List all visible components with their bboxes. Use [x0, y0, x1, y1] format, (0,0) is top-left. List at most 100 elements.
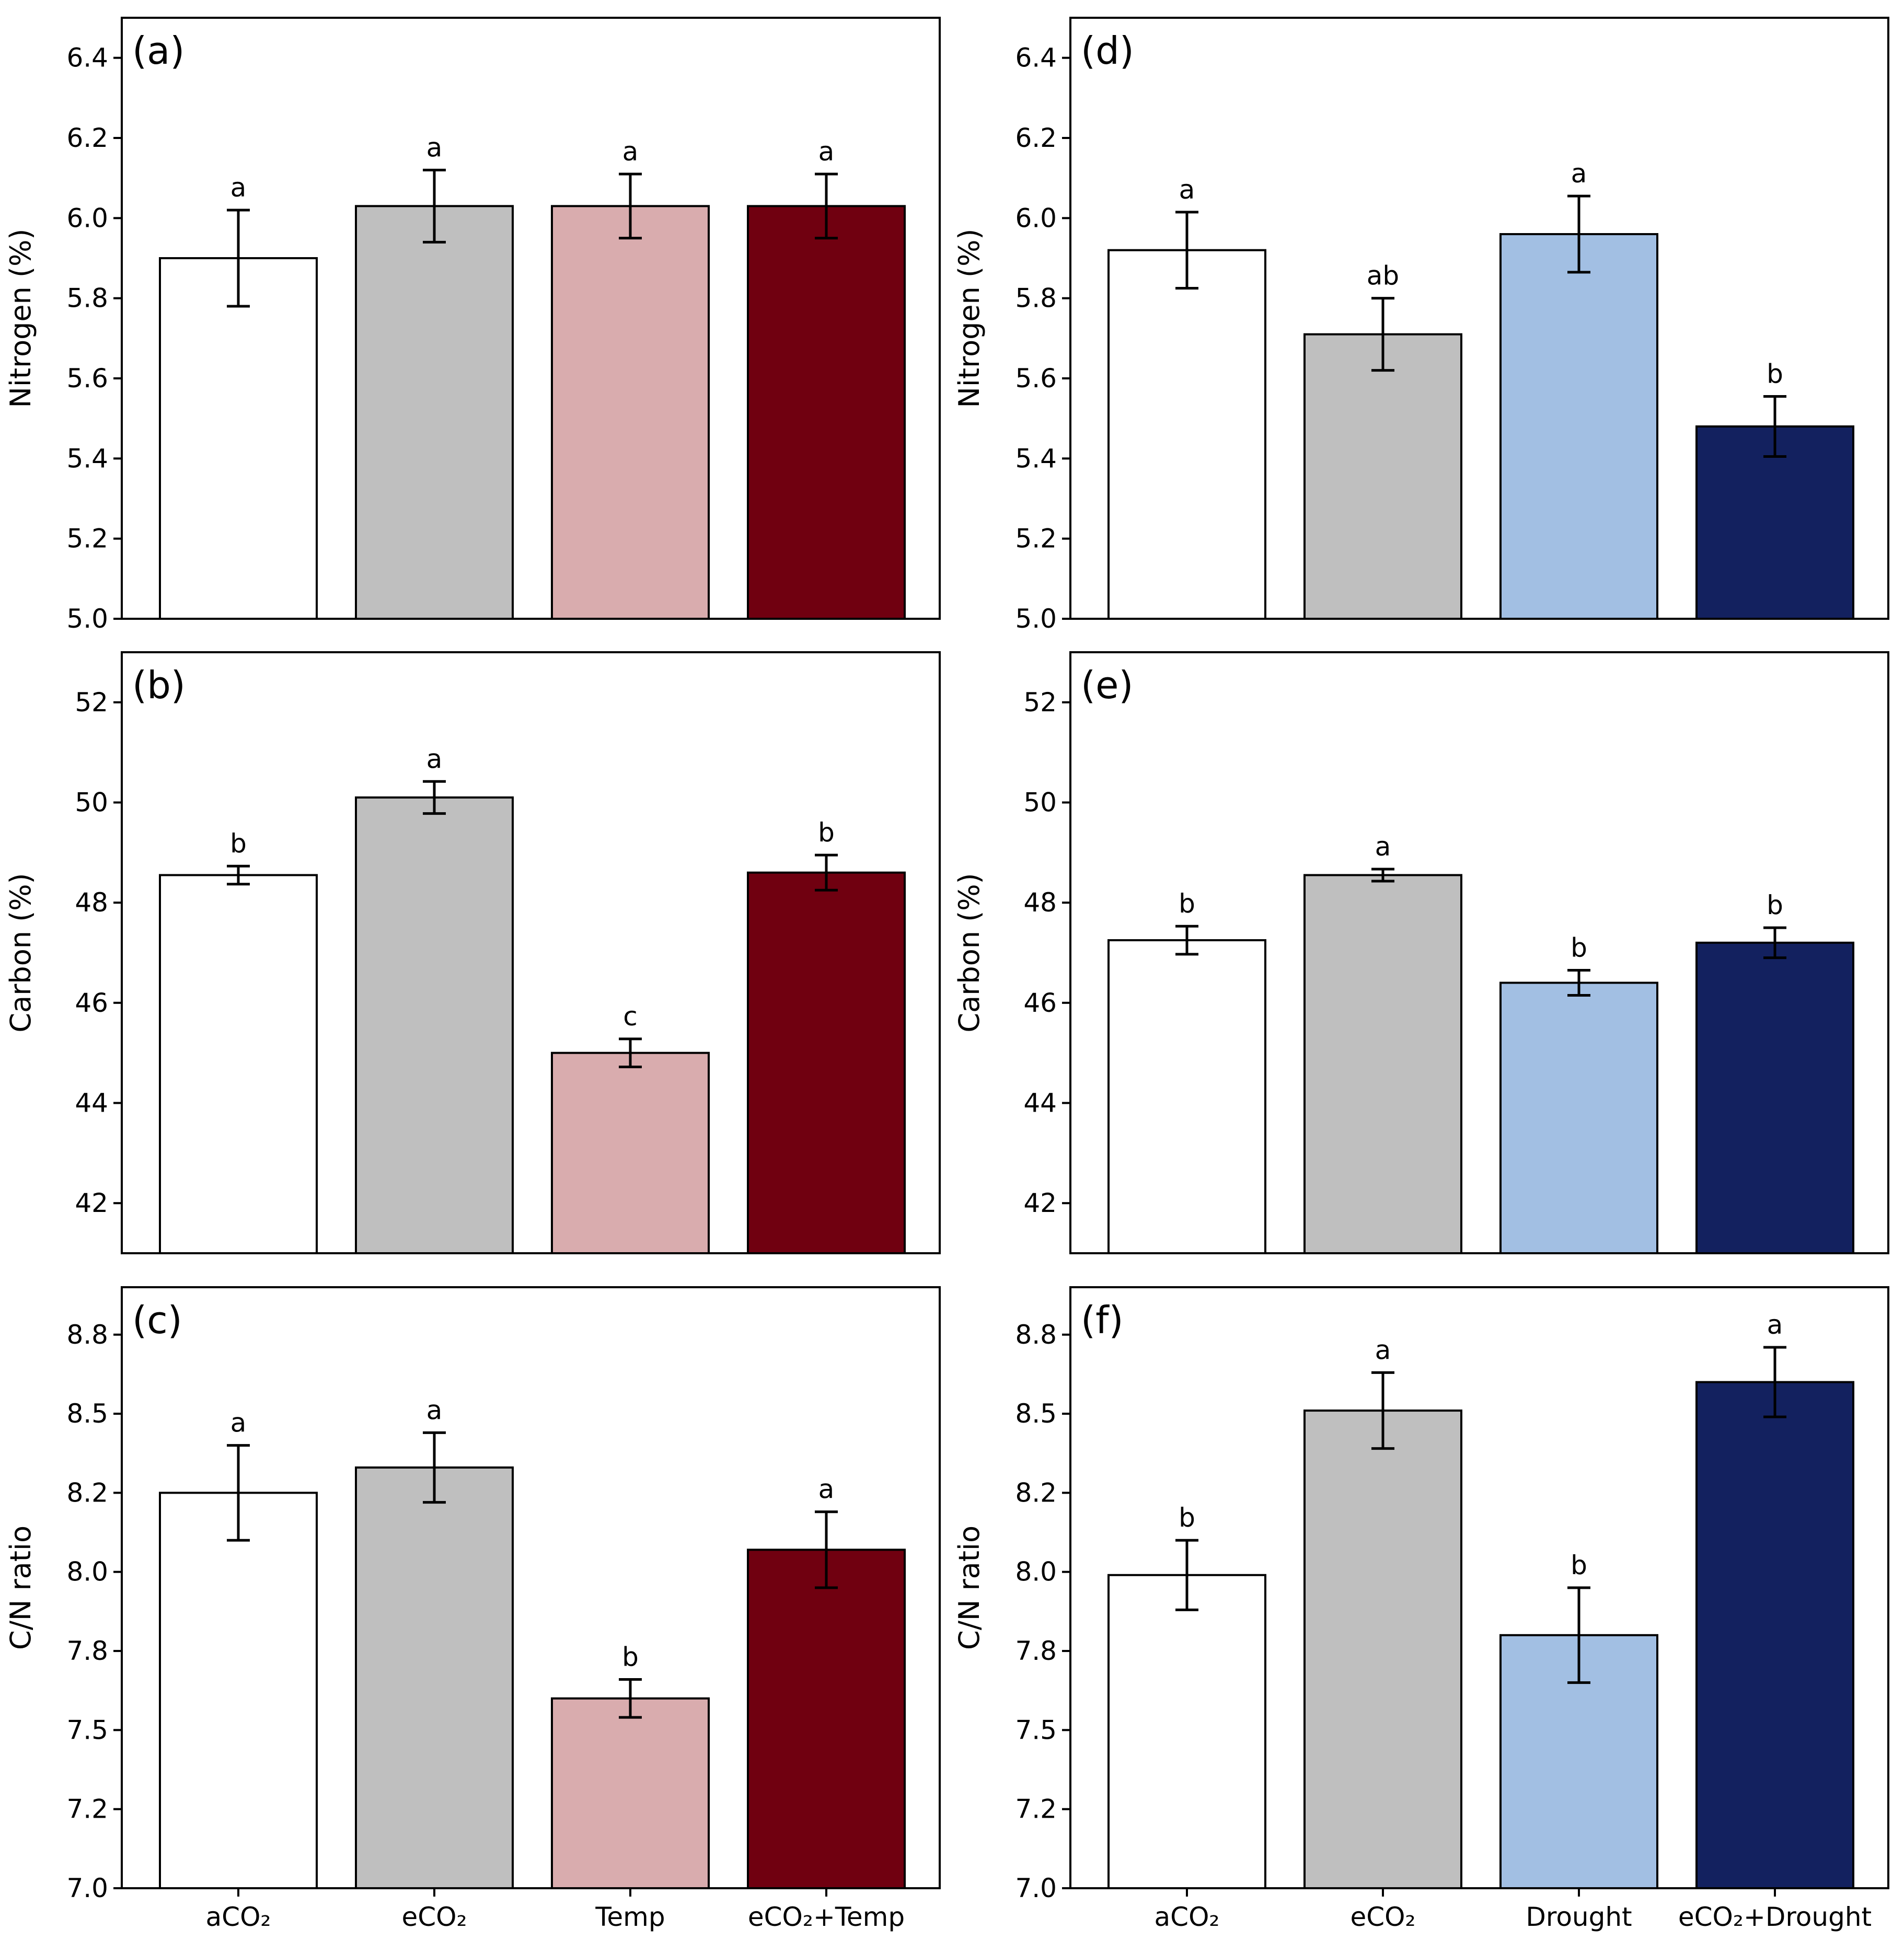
y-axis-label: C/N ratio: [4, 1526, 37, 1650]
category-label: Drought: [1526, 1902, 1632, 1932]
bar: [1695, 941, 1854, 1255]
y-tick-label: 7.2: [66, 1794, 108, 1824]
significance-letter: b: [622, 1642, 639, 1672]
plot-frame: [121, 17, 941, 620]
significance-letter: a: [1571, 158, 1587, 189]
category-label: eCO₂: [401, 1902, 467, 1932]
bar: [747, 205, 906, 620]
y-axis-label: Nitrogen (%): [953, 229, 986, 408]
significance-letter: b: [1767, 890, 1783, 920]
significance-letter: a: [1375, 831, 1391, 862]
panel-label: (e): [1081, 663, 1133, 707]
y-tick-label: 7.5: [66, 1715, 108, 1745]
significance-letter: a: [818, 1474, 835, 1505]
bar: [1499, 981, 1658, 1254]
category-label: eCO₂+Drought: [1678, 1902, 1872, 1932]
y-tick-label: 46: [1023, 988, 1057, 1018]
y-tick-label: 46: [75, 988, 108, 1018]
y-axis-label: C/N ratio: [953, 1526, 986, 1650]
category-label: aCO₂: [206, 1902, 271, 1932]
category-label: aCO₂: [1155, 1902, 1220, 1932]
panel-e: b a b b 42 44 46 48 50 52 Carbon (%) (e): [953, 651, 1889, 1255]
plot-frame: [1069, 17, 1889, 620]
y-tick-label: 5.8: [1015, 283, 1057, 314]
significance-letter: b: [1571, 933, 1587, 963]
bar: [159, 1492, 318, 1890]
significance-letter: b: [1571, 1550, 1587, 1580]
category-label: Temp: [595, 1902, 665, 1932]
panel-label: (c): [132, 1298, 182, 1342]
plot-frame: [121, 651, 941, 1254]
bar: [1499, 233, 1658, 620]
significance-letter: b: [1179, 888, 1195, 919]
y-tick-label: 6.4: [66, 43, 108, 73]
y-tick-label: 52: [1023, 687, 1057, 718]
plot-frame: [1069, 651, 1889, 1254]
significance-letter: a: [230, 172, 247, 203]
y-tick-label: 8.0: [1015, 1557, 1057, 1587]
y-tick-label: 44: [1023, 1088, 1057, 1118]
plot-frame: [121, 1286, 941, 1889]
y-axis-label: Carbon (%): [4, 873, 37, 1032]
category-label: eCO₂: [1350, 1902, 1415, 1932]
y-tick-label: 52: [75, 687, 108, 718]
bar: [1303, 1409, 1462, 1890]
bar: [1107, 1574, 1266, 1890]
panel-label: (a): [132, 29, 184, 73]
y-tick-label: 8.5: [66, 1399, 108, 1429]
significance-letter: b: [230, 828, 247, 859]
y-tick-label: 7.8: [1015, 1636, 1057, 1666]
significance-letter: b: [818, 817, 835, 848]
bar: [159, 874, 318, 1255]
bar: [551, 1052, 710, 1254]
significance-letter: ab: [1367, 261, 1399, 291]
y-tick-label: 8.0: [66, 1557, 108, 1587]
y-tick-label: 42: [75, 1188, 108, 1218]
y-tick-label: 5.4: [66, 443, 108, 473]
y-tick-label: 5.2: [1015, 524, 1057, 554]
y-tick-label: 7.8: [66, 1636, 108, 1666]
significance-letter: a: [1375, 1335, 1391, 1365]
y-tick-label: 5.0: [1015, 604, 1057, 634]
y-tick-label: 8.8: [1015, 1320, 1057, 1350]
panel-f: b aCO₂ a eCO₂ b Drought a eCO₂+Drought 7.0 7.2 7.5…: [953, 1286, 1889, 1932]
panel-a: a a a a 5.0 5.2 5.4 5.6 5.8 6.0 6.2 6.4 Nitrogen (%)…: [4, 17, 941, 634]
significance-letter: a: [426, 1395, 443, 1425]
y-tick-label: 6.2: [1015, 123, 1057, 153]
bar: [747, 1549, 906, 1889]
significance-letter: b: [1179, 1503, 1195, 1533]
y-axis-label: Nitrogen (%): [4, 229, 37, 408]
panel-c: a aCO₂ a eCO₂ b Temp a eCO₂+Temp 7.0 7.2 7.5 7.8 8.0…: [4, 1286, 941, 1932]
significance-letter: a: [426, 132, 443, 163]
bar: [1303, 874, 1462, 1255]
y-tick-label: 5.4: [1015, 443, 1057, 473]
panel-label: (f): [1081, 1298, 1124, 1342]
y-tick-label: 42: [1023, 1188, 1057, 1218]
y-tick-label: 6.2: [66, 123, 108, 153]
bar: [551, 205, 710, 620]
bar: [355, 796, 514, 1254]
panel-label: (d): [1081, 29, 1134, 73]
y-tick-label: 8.2: [1015, 1477, 1057, 1508]
bar: [355, 205, 514, 620]
significance-letter: b: [1767, 359, 1783, 389]
significance-letter: a: [426, 744, 443, 774]
significance-letter: a: [818, 136, 835, 167]
y-tick-label: 8.2: [66, 1477, 108, 1508]
bar: [747, 871, 906, 1254]
y-tick-label: 6.0: [66, 203, 108, 233]
y-tick-label: 7.2: [1015, 1794, 1057, 1824]
y-tick-label: 8.8: [66, 1320, 108, 1350]
y-tick-label: 7.0: [66, 1873, 108, 1903]
y-axis-label: Carbon (%): [953, 873, 986, 1032]
significance-letter: a: [1767, 1310, 1783, 1340]
plot-frame: [1069, 1286, 1889, 1889]
bar: [1107, 249, 1266, 620]
y-tick-label: 5.2: [66, 524, 108, 554]
y-tick-label: 6.4: [1015, 43, 1057, 73]
y-tick-label: 8.5: [1015, 1399, 1057, 1429]
bar: [159, 257, 318, 620]
y-tick-label: 5.0: [66, 604, 108, 634]
bar: [1695, 425, 1854, 620]
